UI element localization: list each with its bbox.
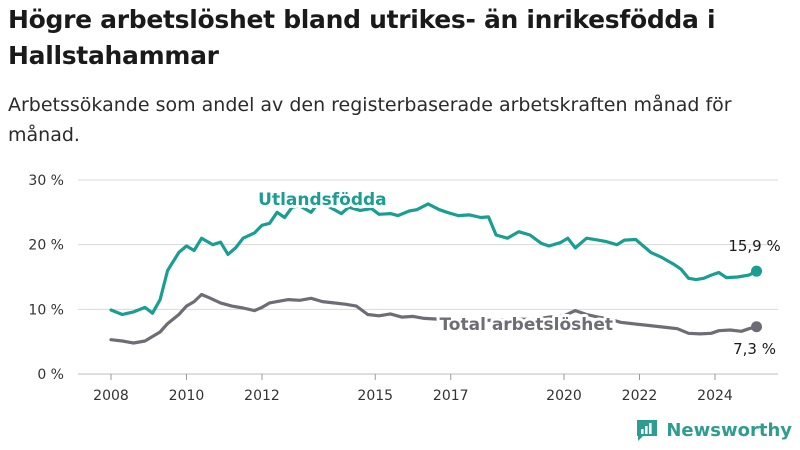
chart-subtitle: Arbetssökande som andel av den registerb… <box>8 94 732 146</box>
brand-logo: Newsworthy <box>634 416 792 444</box>
end-value-label: 7,3 % <box>733 340 776 358</box>
x-tick-label: 2015 <box>357 388 393 404</box>
end-point-marker <box>751 321 763 333</box>
x-tick-label: 2012 <box>244 388 280 404</box>
series-label-foreign-born: Utlandsfödda <box>258 190 387 210</box>
end-value-label: 15,9 % <box>728 237 780 255</box>
x-tick-label: 2024 <box>697 388 733 404</box>
x-tick-label: 2022 <box>622 388 658 404</box>
y-tick-label: 20 % <box>28 238 64 254</box>
x-tick-label: 2020 <box>546 388 582 404</box>
x-tick-label: 2008 <box>93 388 129 404</box>
series-label-total: Total arbetslöshet <box>439 315 613 335</box>
y-tick-label: 0 % <box>37 367 64 383</box>
y-tick-label: 30 % <box>28 173 64 189</box>
x-tick-label: 2017 <box>433 388 469 404</box>
chart-title: Högre arbetslöshet bland utrikes- än inr… <box>8 5 716 70</box>
brand-name: Newsworthy <box>666 419 792 441</box>
total-unemployment-line <box>109 292 759 345</box>
x-tick-label: 2010 <box>169 388 205 404</box>
y-tick-label: 10 % <box>28 302 64 318</box>
foreign-born-line <box>109 201 759 317</box>
end-point-marker <box>751 265 763 277</box>
newsworthy-logo-icon <box>637 420 658 441</box>
